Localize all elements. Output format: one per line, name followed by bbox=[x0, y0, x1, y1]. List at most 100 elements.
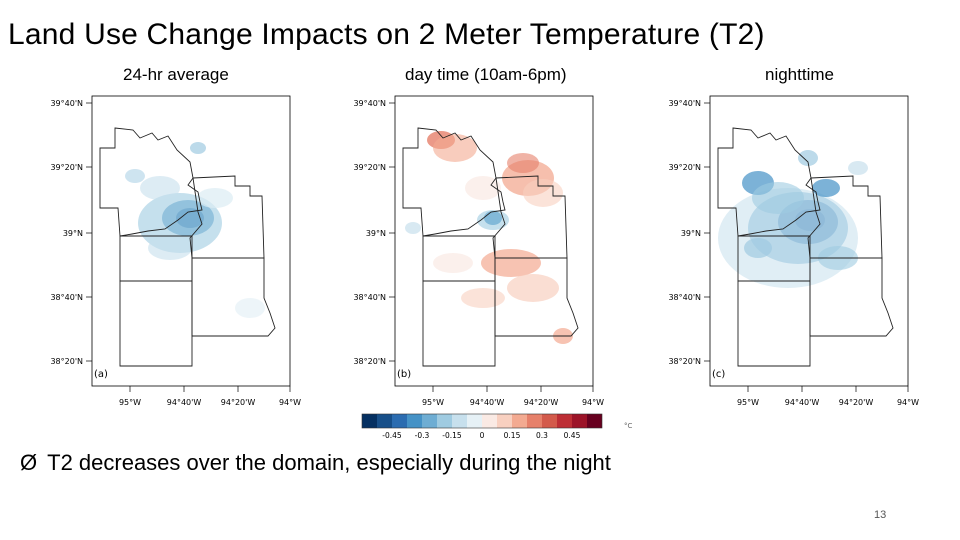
temperature-contour bbox=[812, 179, 840, 197]
colorbar-tick-label: 0.15 bbox=[504, 431, 521, 440]
colorbar-swatch bbox=[407, 414, 422, 428]
map-svg: 39°40'N 39°20'N 39°N 38°40'N 38°20'N 95°W 94°4… bbox=[668, 95, 919, 407]
lat-tick-label: 39°N bbox=[63, 229, 83, 238]
panel-caption-24hr: 24-hr average bbox=[123, 65, 229, 84]
temperature-contour bbox=[481, 249, 541, 277]
lat-tick-label: 39°20'N bbox=[50, 163, 83, 172]
colorbar-unit: °C bbox=[624, 422, 633, 430]
slide-title: Land Use Change Impacts on 2 Meter Tempe… bbox=[8, 18, 765, 51]
lon-tick-label: 94°W bbox=[582, 398, 604, 407]
colorbar-tick-label: -0.3 bbox=[415, 431, 430, 440]
colorbar-swatch bbox=[362, 414, 377, 428]
lat-tick-label: 39°40'N bbox=[50, 99, 83, 108]
lon-tick-label: 94°40'W bbox=[167, 398, 202, 407]
lat-tick-label: 39°40'N bbox=[668, 99, 701, 108]
map-frame bbox=[709, 95, 909, 387]
temperature-contour bbox=[433, 134, 477, 162]
colorbar-legend: -0.45 -0.3 -0.15 0 0.15 0.3 0.45 °C bbox=[360, 412, 650, 447]
map-svg: 39°40'N 39°20'N 39°N 38°40'N 38°20'N 95°W 94°4… bbox=[50, 95, 301, 407]
county-boundary bbox=[189, 175, 265, 259]
panel-caption-nighttime: nighttime bbox=[765, 65, 834, 84]
lon-tick-label: 95°W bbox=[737, 398, 759, 407]
county-boundary bbox=[717, 127, 821, 237]
map-frame bbox=[91, 95, 291, 387]
colorbar-swatch bbox=[392, 414, 407, 428]
colorbar-swatch bbox=[527, 414, 542, 428]
colorbar-tick-label: -0.45 bbox=[382, 431, 402, 440]
page-number: 13 bbox=[874, 509, 887, 521]
colorbar-swatch bbox=[452, 414, 467, 428]
county-boundary bbox=[807, 175, 883, 259]
lat-tick-label: 38°40'N bbox=[50, 293, 83, 302]
colorbar-swatch bbox=[497, 414, 512, 428]
county-boundary bbox=[492, 175, 568, 259]
temperature-contour bbox=[433, 253, 473, 273]
colorbar-swatch bbox=[437, 414, 452, 428]
lat-tick-label: 39°N bbox=[681, 229, 701, 238]
bullet-point: Ø T2 decreases over the domain, especiall… bbox=[20, 450, 611, 476]
temperature-contour bbox=[140, 176, 180, 200]
colorbar-swatch bbox=[557, 414, 572, 428]
lat-tick-label: 38°20'N bbox=[668, 357, 701, 366]
lon-tick-label: 95°W bbox=[422, 398, 444, 407]
lat-tick-label: 39°40'N bbox=[353, 99, 386, 108]
temperature-contour bbox=[477, 210, 509, 230]
lon-tick-label: 94°W bbox=[279, 398, 301, 407]
temperature-contour bbox=[507, 153, 539, 173]
colorbar-tick-label: 0.45 bbox=[564, 431, 581, 440]
colorbar-swatch bbox=[482, 414, 497, 428]
colorbar-swatch bbox=[467, 414, 482, 428]
lon-tick-label: 95°W bbox=[119, 398, 141, 407]
colorbar-tick-label: 0 bbox=[480, 431, 485, 440]
panel-caption-daytime: day time (10am-6pm) bbox=[405, 65, 567, 84]
temperature-contour bbox=[798, 150, 818, 166]
lon-tick-label: 94°20'W bbox=[524, 398, 559, 407]
colorbar-tick-label: 0.3 bbox=[536, 431, 548, 440]
lon-tick-label: 94°20'W bbox=[221, 398, 256, 407]
county-boundary bbox=[99, 127, 203, 237]
lat-tick-label: 39°20'N bbox=[668, 163, 701, 172]
temperature-contour bbox=[190, 142, 206, 154]
county-boundary bbox=[402, 127, 506, 237]
map-panel-b: 39°40'N 39°20'N 39°N 38°40'N 38°20'N 95°W 94°4… bbox=[333, 88, 605, 414]
temperature-contour bbox=[197, 188, 233, 208]
temperature-contour bbox=[465, 176, 501, 200]
temperature-contour bbox=[752, 182, 804, 214]
temperature-contour bbox=[125, 169, 145, 183]
map-panel-c: 39°40'N 39°20'N 39°N 38°40'N 38°20'N 95°W 94°4… bbox=[648, 88, 920, 414]
arrow-bullet-icon: Ø bbox=[20, 450, 38, 475]
lon-tick-label: 94°W bbox=[897, 398, 919, 407]
lon-tick-label: 94°20'W bbox=[839, 398, 874, 407]
bullet-text: T2 decreases over the domain, especially… bbox=[47, 450, 611, 475]
lat-tick-label: 38°20'N bbox=[50, 357, 83, 366]
lat-tick-label: 38°40'N bbox=[668, 293, 701, 302]
temperature-contour bbox=[235, 298, 265, 318]
county-boundary bbox=[809, 257, 894, 337]
colorbar-svg: -0.45 -0.3 -0.15 0 0.15 0.3 0.45 °C bbox=[361, 413, 633, 440]
map-svg: 39°40'N 39°20'N 39°N 38°40'N 38°20'N 95°W 94°4… bbox=[353, 95, 604, 407]
lat-tick-label: 38°40'N bbox=[353, 293, 386, 302]
colorbar-swatch bbox=[422, 414, 437, 428]
colorbar-swatch bbox=[377, 414, 392, 428]
colorbar-swatch bbox=[572, 414, 587, 428]
colorbar-swatch bbox=[542, 414, 557, 428]
colorbar-tick-label: -0.15 bbox=[442, 431, 462, 440]
panel-letter: (b) bbox=[397, 369, 411, 380]
colorbar-swatch bbox=[512, 414, 527, 428]
lat-tick-label: 38°20'N bbox=[353, 357, 386, 366]
lat-tick-label: 39°20'N bbox=[353, 163, 386, 172]
lat-tick-label: 39°N bbox=[366, 229, 386, 238]
county-boundary bbox=[422, 280, 496, 367]
panel-letter: (a) bbox=[94, 369, 108, 380]
county-boundary bbox=[191, 257, 276, 337]
county-boundary bbox=[737, 280, 811, 367]
county-boundary bbox=[494, 257, 579, 337]
county-boundary bbox=[119, 280, 193, 367]
colorbar-swatch bbox=[587, 414, 602, 428]
panel-letter: (c) bbox=[712, 369, 725, 380]
temperature-contour bbox=[848, 161, 868, 175]
temperature-contour bbox=[405, 222, 421, 234]
temperature-contour bbox=[461, 288, 505, 308]
lon-tick-label: 94°40'W bbox=[470, 398, 505, 407]
temperature-contour bbox=[148, 236, 192, 260]
